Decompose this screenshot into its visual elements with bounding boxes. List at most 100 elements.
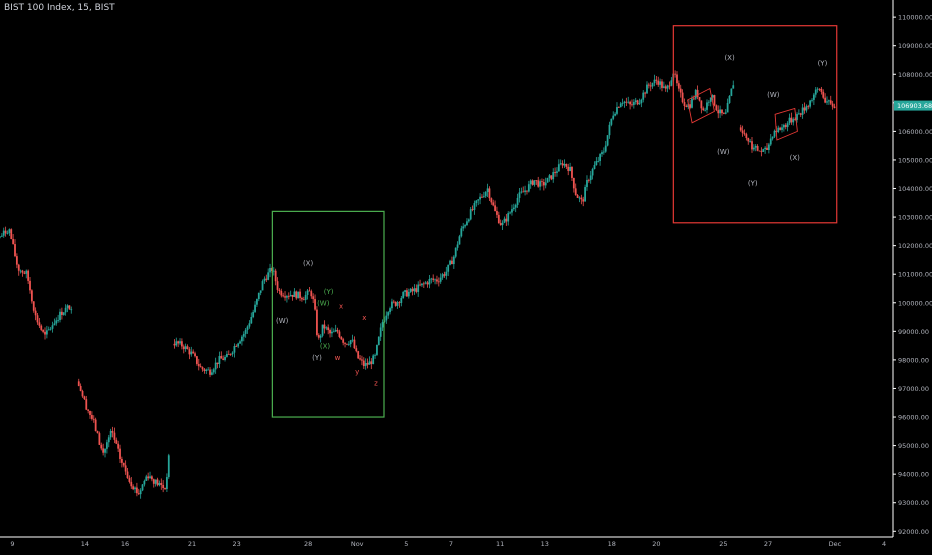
x-tick-label: 13 <box>541 540 549 548</box>
wave-channel[interactable] <box>774 107 798 141</box>
candle-body <box>460 228 463 237</box>
candle-body <box>584 187 586 202</box>
candle-body <box>411 288 414 292</box>
candle-body <box>166 477 168 489</box>
candle-body <box>640 99 643 104</box>
y-tick-label: 109000.00 <box>898 42 932 50</box>
candle-body <box>610 118 613 125</box>
candle-body <box>194 353 196 357</box>
candle-body <box>4 230 7 234</box>
candle-body <box>670 80 673 86</box>
candle-body <box>100 444 103 449</box>
candle-body <box>119 448 121 459</box>
candle-body <box>419 284 421 286</box>
y-tick-label: 98000.00 <box>898 356 929 364</box>
candle-body <box>428 279 431 285</box>
y-tick-label: 103000.00 <box>898 214 932 222</box>
candle-body <box>743 133 746 135</box>
candle-body <box>51 325 54 329</box>
candle-body <box>17 264 20 271</box>
candle-body <box>634 100 637 103</box>
candle-body <box>454 247 457 257</box>
candle-body <box>826 101 828 103</box>
candle-body <box>809 100 812 107</box>
candle-body <box>797 113 800 115</box>
candle-body <box>782 124 785 128</box>
candle-body <box>814 89 817 95</box>
candle-body <box>261 281 264 291</box>
candle-body <box>576 195 579 198</box>
candle-body <box>49 328 52 330</box>
candle-body <box>340 336 343 340</box>
candle-body <box>807 106 810 108</box>
candle-body <box>760 151 763 153</box>
candle-body <box>764 147 767 150</box>
candle-body <box>83 396 86 400</box>
candle-body <box>704 109 707 111</box>
wave-label: (Y) <box>818 60 828 68</box>
candle-body <box>614 113 616 116</box>
candle-body <box>608 124 611 136</box>
candle-body <box>370 361 373 365</box>
candle-body <box>102 448 105 453</box>
candle-body <box>548 175 551 178</box>
candle-body <box>602 151 605 153</box>
candle-body <box>631 104 633 106</box>
candle-body <box>644 92 647 94</box>
candle-body <box>235 346 238 347</box>
candle-body <box>128 478 131 482</box>
wave-channel[interactable] <box>687 87 715 124</box>
candle-body <box>154 479 157 484</box>
candle-body <box>816 88 819 90</box>
candle-body <box>334 329 337 332</box>
candle-body <box>694 89 697 99</box>
wave-box-green[interactable] <box>271 210 385 418</box>
candle-body <box>89 410 91 415</box>
candle-body <box>207 369 210 371</box>
candle-body <box>0 235 3 237</box>
candle-body <box>70 309 73 311</box>
wave-label: y <box>355 368 359 376</box>
candle-body <box>220 356 223 359</box>
candle-body <box>756 145 759 151</box>
candle-body <box>522 191 525 193</box>
candle-body <box>599 154 601 161</box>
candle-body <box>347 344 350 345</box>
candle-body <box>524 190 526 192</box>
candle-body <box>12 239 15 245</box>
candle-body <box>377 336 380 345</box>
candle-body <box>402 291 405 299</box>
wave-box-red[interactable] <box>672 25 838 224</box>
candle-body <box>732 85 735 89</box>
candle-body <box>629 101 632 105</box>
candle-body <box>422 283 425 285</box>
candle-body <box>745 134 748 138</box>
candle-body <box>571 166 573 178</box>
candle-body <box>366 363 369 365</box>
candle-body <box>574 188 577 196</box>
candle-body <box>749 141 752 143</box>
candle-body <box>291 294 294 297</box>
candle-body <box>344 342 346 344</box>
candle-body <box>661 81 663 88</box>
candle-body <box>462 226 465 229</box>
candle-body <box>415 288 418 292</box>
candle-body <box>158 483 161 486</box>
candle-body <box>297 291 300 299</box>
candle-body <box>739 127 742 131</box>
candle-body <box>769 138 772 145</box>
candle-body <box>186 346 189 350</box>
x-tick-label: 28 <box>304 540 312 548</box>
candle-body <box>702 108 705 111</box>
candle-body <box>421 283 423 286</box>
candle-body <box>501 222 504 226</box>
candle-body <box>216 362 219 364</box>
candle-body <box>212 369 215 373</box>
candle-body <box>831 103 834 107</box>
wave-label: (W) <box>717 148 730 156</box>
candle-body <box>497 214 500 224</box>
candle-body <box>659 81 662 85</box>
candle-body <box>829 100 832 104</box>
